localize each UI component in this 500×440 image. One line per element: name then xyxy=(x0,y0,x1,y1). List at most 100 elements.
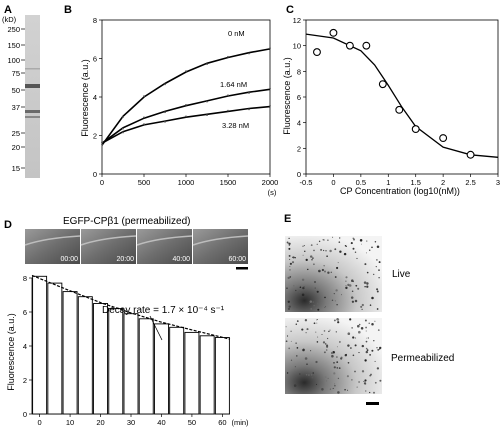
panel-b-ytick-label: 6 xyxy=(93,55,97,64)
panel-c-ytick-label: 8 xyxy=(297,67,301,76)
speckle xyxy=(337,321,340,324)
speckle xyxy=(309,300,313,303)
speckle xyxy=(315,331,317,333)
speckle xyxy=(371,322,374,326)
panel-d-title: EGFP-CPβ1 (permeabilized) xyxy=(63,216,190,227)
speckle xyxy=(345,280,347,282)
series-point-3.28-nM xyxy=(248,108,250,111)
speckle xyxy=(365,252,367,254)
speckle xyxy=(334,385,336,387)
speckle xyxy=(301,278,305,282)
speckle xyxy=(317,308,320,311)
speckle xyxy=(366,285,369,288)
speckle xyxy=(337,262,339,264)
speckle xyxy=(324,307,326,309)
speckle xyxy=(313,322,316,325)
speckle xyxy=(290,330,292,332)
speckle xyxy=(293,384,297,387)
series-point-0-nM xyxy=(248,52,250,55)
speckle xyxy=(376,367,380,370)
panel-b-xtick-label: 2000 xyxy=(262,178,279,187)
speckle xyxy=(326,344,329,347)
speckle xyxy=(322,341,326,344)
panel-d-xtick-label: 50 xyxy=(188,418,196,427)
speckle xyxy=(310,350,312,352)
speckle xyxy=(304,319,308,322)
panel-d-letter: D xyxy=(4,219,12,231)
panel-b-ytick-label: 8 xyxy=(93,16,97,25)
panel-b-xlabel: (s) xyxy=(268,188,277,197)
panel-d-xtick-label: 0 xyxy=(38,418,42,427)
speckle xyxy=(361,303,364,307)
series-point-1.64-nM xyxy=(206,100,208,103)
speckle xyxy=(333,366,336,369)
panel-c-ytick-label: 12 xyxy=(293,16,301,25)
speckle xyxy=(290,340,292,342)
panel-b-ytick-label: 4 xyxy=(93,93,97,102)
data-point xyxy=(329,28,338,37)
speckle xyxy=(302,254,304,256)
speckle xyxy=(314,287,316,289)
series-point-0-nM xyxy=(143,95,145,98)
speckle xyxy=(352,238,356,241)
speckle xyxy=(326,380,328,382)
panel-c-ytick-label: 4 xyxy=(297,119,301,128)
speckle xyxy=(313,249,315,252)
bar xyxy=(62,291,78,415)
panel-c-xlabel: CP Concentration (log10(nM)) xyxy=(340,186,460,196)
speckle xyxy=(337,391,340,394)
panel-d-scale-bar xyxy=(236,267,248,270)
gel-marker-250: 250 xyxy=(7,25,20,34)
speckle xyxy=(348,284,352,287)
speckle xyxy=(332,387,334,389)
bar xyxy=(214,337,230,415)
speckle xyxy=(306,389,308,391)
speckle xyxy=(347,389,349,391)
gel-marker-15: 15 xyxy=(12,164,20,173)
speckle xyxy=(367,337,369,339)
panel-c-ytick-label: 0 xyxy=(297,170,301,179)
bar xyxy=(169,326,185,415)
speckle xyxy=(352,354,355,357)
speckle xyxy=(369,374,372,377)
speckle xyxy=(357,324,360,328)
speckle xyxy=(371,246,373,249)
speckle xyxy=(379,379,382,382)
series-point-1.64-nM xyxy=(164,111,166,114)
data-point xyxy=(395,105,404,114)
speckle xyxy=(373,391,375,394)
speckle xyxy=(363,380,365,383)
speckle xyxy=(333,292,335,295)
speckle xyxy=(336,266,339,270)
speckle xyxy=(365,330,367,332)
panel-b-xtick-label: 1500 xyxy=(220,178,237,187)
gel-marker-37: 37 xyxy=(12,103,20,112)
speckle xyxy=(316,290,319,293)
speckle xyxy=(304,357,308,360)
panel-d-ylabel: Fluorescence (a.u.) xyxy=(6,313,16,391)
speckle xyxy=(294,366,296,368)
gel-band-major xyxy=(25,84,40,88)
series-point-3.28-nM xyxy=(101,141,103,144)
speckle xyxy=(288,242,291,245)
speckle xyxy=(287,300,290,303)
timelapse-frame-3 xyxy=(193,229,248,264)
speckle xyxy=(289,265,291,267)
speckle xyxy=(366,349,369,351)
speckle xyxy=(316,302,319,305)
speckle xyxy=(354,337,356,339)
frame-cell-edge xyxy=(80,235,137,246)
panel-e: E Live Permeabilized xyxy=(284,213,454,405)
speckle xyxy=(365,390,367,392)
speckle xyxy=(286,335,289,337)
live-cell-speckles xyxy=(286,236,381,311)
speckle xyxy=(361,370,365,373)
panel-b-xtick-label: 0 xyxy=(100,178,104,187)
decay-fit-curve xyxy=(31,274,231,340)
speckle xyxy=(343,252,347,256)
panel-c-letter: C xyxy=(286,4,294,16)
panel-c-xtick-label: 2 xyxy=(441,178,445,187)
gel-marker-150: 150 xyxy=(7,41,20,50)
speckle xyxy=(329,329,331,331)
